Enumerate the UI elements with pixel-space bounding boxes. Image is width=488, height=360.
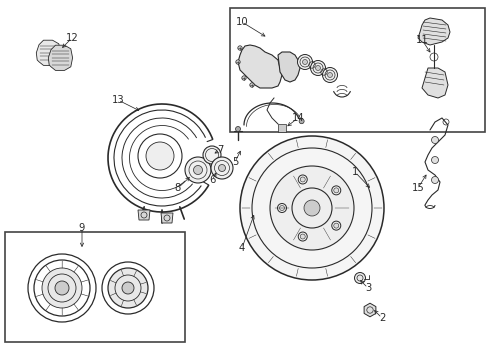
Bar [229, 8, 484, 132]
Circle shape [247, 181, 275, 209]
Text: 6: 6 [208, 175, 215, 185]
Circle shape [299, 119, 304, 124]
Circle shape [300, 234, 305, 239]
Polygon shape [36, 40, 61, 66]
Circle shape [269, 166, 353, 250]
Circle shape [302, 59, 307, 64]
Circle shape [430, 176, 438, 184]
Circle shape [242, 175, 282, 215]
Circle shape [315, 66, 320, 71]
Text: 3: 3 [364, 283, 370, 293]
Text: 14: 14 [291, 113, 304, 123]
Circle shape [354, 273, 365, 284]
Polygon shape [238, 45, 282, 88]
Polygon shape [421, 68, 447, 98]
Circle shape [210, 157, 232, 179]
Circle shape [237, 46, 242, 50]
Circle shape [300, 177, 305, 182]
Polygon shape [161, 213, 173, 223]
Text: 4: 4 [238, 243, 244, 253]
Circle shape [218, 165, 225, 171]
Circle shape [184, 157, 210, 183]
Circle shape [240, 136, 383, 280]
Circle shape [297, 54, 312, 69]
Circle shape [241, 76, 245, 80]
Polygon shape [48, 45, 72, 71]
Circle shape [235, 60, 240, 64]
Circle shape [249, 83, 254, 87]
Circle shape [322, 68, 337, 82]
Circle shape [193, 166, 202, 175]
Polygon shape [417, 18, 449, 45]
Circle shape [203, 146, 221, 164]
Circle shape [42, 268, 82, 308]
Circle shape [55, 281, 69, 295]
Text: 1: 1 [351, 167, 357, 177]
Text: 11: 11 [415, 35, 427, 45]
Text: 2: 2 [378, 313, 385, 323]
Text: 7: 7 [216, 145, 223, 155]
Text: 12: 12 [65, 33, 78, 43]
Circle shape [235, 126, 240, 131]
Text: 10: 10 [235, 17, 248, 27]
Circle shape [259, 192, 264, 198]
Polygon shape [364, 303, 375, 317]
Polygon shape [138, 210, 150, 220]
Polygon shape [278, 52, 299, 82]
Circle shape [333, 223, 338, 228]
Text: 15: 15 [411, 183, 424, 193]
Text: 5: 5 [231, 157, 238, 167]
Bar [5, 232, 184, 342]
Circle shape [327, 72, 332, 77]
Polygon shape [278, 124, 285, 132]
Circle shape [122, 282, 134, 294]
Circle shape [430, 136, 438, 144]
Circle shape [108, 268, 148, 308]
Text: 13: 13 [111, 95, 124, 105]
Circle shape [304, 200, 319, 216]
Circle shape [279, 206, 284, 211]
Circle shape [146, 142, 174, 170]
Circle shape [310, 60, 325, 76]
Text: 8: 8 [175, 183, 181, 193]
Circle shape [333, 188, 338, 193]
Text: 9: 9 [79, 223, 85, 233]
Circle shape [430, 157, 438, 163]
